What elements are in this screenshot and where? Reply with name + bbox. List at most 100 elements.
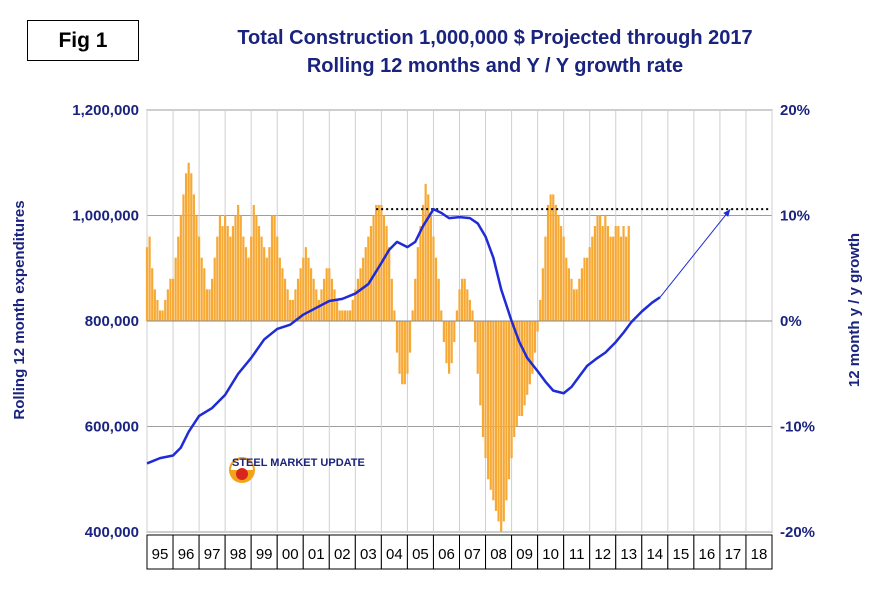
growth-bar	[554, 204, 557, 321]
growth-bar	[411, 310, 414, 321]
growth-bar	[427, 194, 430, 321]
growth-bar	[447, 321, 451, 374]
x-tick-label: 16	[699, 546, 716, 563]
growth-bar	[226, 226, 229, 321]
growth-bar	[224, 215, 227, 321]
growth-bar	[166, 289, 169, 321]
x-tick-cell	[485, 534, 513, 570]
growth-bar	[309, 268, 313, 321]
x-tick-label: 08	[490, 546, 507, 563]
growth-bar	[177, 236, 180, 321]
growth-bar	[250, 236, 253, 321]
growth-bar	[244, 247, 248, 321]
growth-bar	[325, 268, 328, 321]
growth-bar	[234, 215, 237, 321]
growth-bar	[544, 236, 547, 321]
right-axis-tick-label: -20%	[780, 524, 815, 541]
growth-bar	[291, 299, 294, 321]
growth-bar	[434, 257, 438, 321]
growth-bar	[440, 310, 443, 321]
x-tick-cell	[302, 534, 330, 570]
growth-bar	[461, 278, 464, 321]
growth-bar	[609, 236, 612, 321]
chart-title: Total Construction 1,000,000 $ Projected…	[237, 27, 753, 49]
growth-bar	[336, 299, 339, 321]
growth-bar	[278, 257, 281, 321]
growth-bar	[263, 247, 266, 321]
growth-bar	[601, 226, 604, 321]
growth-bar	[515, 321, 518, 427]
right-axis-tick-label: 20%	[780, 102, 810, 119]
growth-bar	[346, 310, 349, 321]
growth-bar	[578, 278, 581, 321]
growth-bar	[182, 194, 185, 321]
left-axis-tick-label: 800,000	[85, 313, 139, 330]
growth-bar	[354, 289, 357, 321]
growth-bar	[599, 215, 602, 321]
growth-bar	[588, 247, 591, 321]
x-tick-label: 05	[412, 546, 429, 563]
growth-bar	[283, 278, 287, 321]
growth-bar	[184, 173, 188, 321]
growth-bar	[572, 289, 576, 321]
x-tick-label: 07	[464, 546, 481, 563]
growth-bar	[148, 236, 151, 321]
growth-bar	[437, 278, 440, 321]
x-tick-label: 98	[230, 546, 247, 563]
growth-bar	[533, 321, 537, 353]
growth-bar	[328, 268, 331, 321]
x-tick-label: 10	[542, 546, 559, 563]
figure-label: Fig 1	[27, 20, 139, 61]
growth-bar	[406, 321, 409, 374]
growth-bar	[304, 247, 307, 321]
growth-bar	[242, 236, 245, 321]
x-tick-label: 03	[360, 546, 377, 563]
x-tick-label: 18	[751, 546, 768, 563]
x-tick-cell	[511, 534, 539, 570]
growth-bar	[453, 321, 456, 343]
growth-bar	[432, 236, 435, 321]
growth-bar	[338, 310, 341, 321]
right-axis-tick-label: 0%	[780, 313, 802, 330]
growth-bar	[565, 257, 568, 321]
growth-bar	[333, 289, 336, 321]
growth-bar	[494, 321, 498, 511]
growth-bar	[567, 268, 570, 321]
growth-bar	[604, 215, 607, 321]
x-tick-cell	[354, 534, 382, 570]
growth-bar	[171, 278, 175, 321]
growth-bar	[382, 215, 386, 321]
growth-bar	[562, 236, 565, 321]
x-tick-label: 15	[673, 546, 690, 563]
growth-bar	[296, 278, 300, 321]
growth-bar	[536, 321, 539, 332]
growth-bar	[414, 278, 417, 321]
growth-bar	[367, 236, 370, 321]
logo-text: STEEL MARKET UPDATE	[232, 457, 365, 469]
growth-bar	[218, 215, 222, 321]
growth-bar	[299, 268, 302, 321]
x-tick-cell	[328, 534, 356, 570]
growth-bar	[205, 289, 208, 321]
growth-bar	[395, 321, 399, 353]
growth-bar	[583, 257, 586, 321]
growth-bar	[510, 321, 513, 459]
x-tick-label: 09	[516, 546, 533, 563]
right-axis-tick-label: -10%	[780, 419, 815, 436]
x-tick-label: 13	[620, 546, 637, 563]
growth-bar	[559, 226, 563, 321]
growth-bar	[580, 268, 583, 321]
growth-bar	[570, 278, 573, 321]
growth-bar	[487, 321, 490, 480]
growth-bar	[518, 321, 521, 416]
x-tick-label: 11	[569, 546, 585, 563]
x-tick-cell	[563, 534, 591, 570]
growth-bar	[492, 321, 495, 501]
growth-bar	[393, 310, 396, 321]
growth-bar	[479, 321, 482, 406]
growth-bar	[281, 268, 284, 321]
growth-bar	[388, 247, 391, 321]
growth-bar	[195, 215, 198, 321]
growth-bar	[364, 247, 367, 321]
growth-bar	[549, 194, 552, 321]
